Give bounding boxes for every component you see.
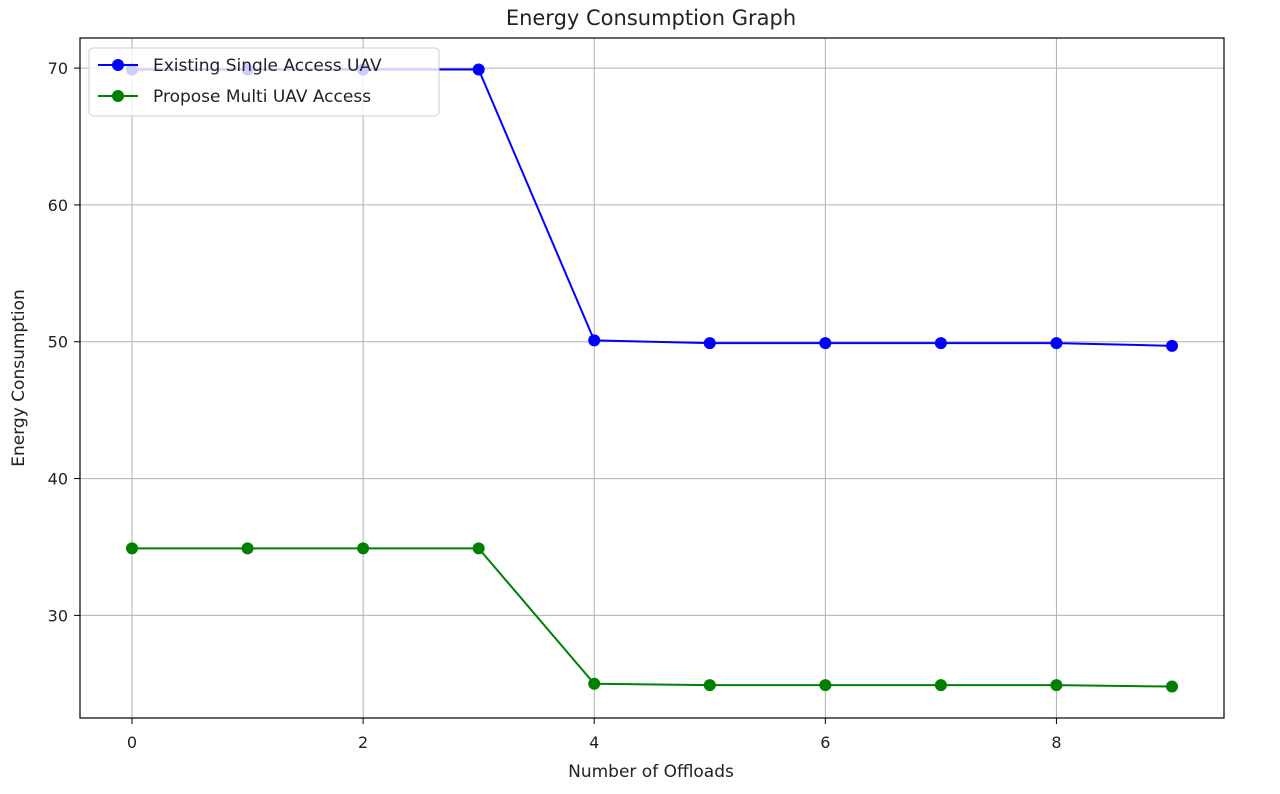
y-axis-label: Energy Consumption [9, 289, 29, 467]
series-points [126, 63, 1178, 693]
data-point-existing-6 [819, 337, 832, 350]
y-tick-label-70: 70 [48, 59, 68, 78]
data-point-proposed-2 [357, 542, 370, 555]
data-point-proposed-3 [472, 542, 485, 555]
legend-marker-existing [112, 59, 124, 71]
data-point-existing-4 [588, 334, 601, 347]
y-tick-label-60: 60 [48, 196, 68, 215]
x-tick-label-0: 0 [127, 733, 137, 752]
x-tick-label-2: 2 [358, 733, 368, 752]
grid-lines [80, 38, 1224, 718]
legend-box [88, 47, 440, 117]
plot-frame [79, 37, 1225, 719]
data-point-existing-5 [703, 337, 716, 350]
series-line-proposed [132, 547, 1173, 688]
data-point-proposed-1 [241, 542, 254, 555]
data-point-proposed-0 [126, 542, 138, 555]
data-point-existing-7 [934, 337, 947, 350]
data-point-existing-3 [472, 63, 485, 76]
chart-title: Energy Consumption Graph [506, 6, 796, 30]
x-tick-label-4: 4 [589, 733, 599, 752]
legend-label-proposed: Propose Multi UAV Access [153, 87, 371, 107]
series-lines [132, 68, 1173, 688]
data-point-proposed-6 [819, 679, 832, 692]
x-axis-label: Number of Offloads [568, 762, 734, 782]
y-tick-label-50: 50 [48, 333, 68, 352]
x-tick-label-6: 6 [820, 733, 830, 752]
data-point-existing-8 [1050, 337, 1063, 350]
data-point-proposed-8 [1050, 679, 1063, 692]
legend: Existing Single Access UAV Propose Multi… [88, 47, 440, 117]
data-point-proposed-7 [934, 679, 947, 692]
x-axis-ticks: 0 2 4 6 8 [127, 718, 1062, 752]
legend-label-existing: Existing Single Access UAV [153, 56, 382, 76]
legend-marker-proposed [112, 90, 124, 102]
data-point-proposed-5 [703, 679, 716, 692]
x-tick-label-8: 8 [1051, 733, 1061, 752]
y-tick-label-40: 40 [48, 470, 68, 489]
data-point-proposed-4 [588, 677, 601, 690]
data-point-proposed-9 [1166, 680, 1178, 693]
y-axis-ticks: 30 40 50 60 70 [48, 59, 80, 625]
y-tick-label-30: 30 [48, 606, 68, 625]
data-point-existing-9 [1166, 339, 1178, 352]
